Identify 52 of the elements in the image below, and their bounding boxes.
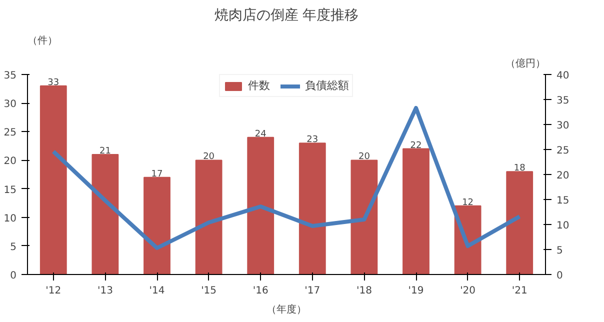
data-label: 18 <box>514 164 526 174</box>
y-tick-label: 35 <box>4 70 17 82</box>
data-label: 23 <box>306 135 318 146</box>
y-tick-label: 10 <box>4 213 17 224</box>
data-label: 20 <box>358 152 370 162</box>
bar <box>92 154 119 274</box>
x-axis-title: （年度） <box>266 304 306 316</box>
x-tick-label: '18 <box>356 286 372 296</box>
y-tick-label: 0 <box>10 270 17 282</box>
y-tick-label: 25 <box>4 128 17 139</box>
chart-title: 焼肉店の倒産 年度推移 <box>214 8 359 24</box>
data-label: 17 <box>151 169 163 180</box>
y-tick-label: 30 <box>4 99 17 110</box>
data-label: 24 <box>254 129 267 140</box>
y2-tick-label: 20 <box>556 170 570 182</box>
bar <box>247 136 274 274</box>
bar <box>144 176 170 274</box>
bar <box>402 148 430 274</box>
x-tick-label: '16 <box>252 286 268 296</box>
y2-tick-label: 40 <box>556 70 570 82</box>
data-label: 12 <box>462 198 474 208</box>
y-tick-label: 15 <box>4 184 17 196</box>
data-label: 22 <box>410 140 422 151</box>
legend-label: 負債総額 <box>305 78 349 93</box>
x-tick-label: '21 <box>512 286 528 296</box>
y2-tick-label: 0 <box>556 270 563 282</box>
y2-tick-label: 5 <box>556 246 563 256</box>
bar <box>40 85 67 274</box>
x-tick-label: '19 <box>408 286 424 296</box>
x-tick-label: '12 <box>46 286 62 296</box>
y2-tick-label: 10 <box>556 220 570 232</box>
bar <box>195 160 222 274</box>
bar <box>506 171 534 274</box>
x-tick-label: '13 <box>97 286 113 296</box>
x-tick-label: '17 <box>304 286 320 296</box>
x-tick-label: '20 <box>460 286 476 296</box>
x-tick-label: '14 <box>149 286 165 296</box>
data-label: 20 <box>203 152 215 162</box>
data-label: 21 <box>99 146 111 156</box>
y2-tick-label: 30 <box>556 120 570 132</box>
bar <box>298 142 326 274</box>
y-axis-title: （件） <box>28 36 58 46</box>
y-tick-label: 20 <box>4 156 17 168</box>
y-tick-label: 5 <box>10 242 17 253</box>
y2-tick-label: 15 <box>556 196 570 206</box>
y2-tick-label: 35 <box>556 96 570 106</box>
x-tick-label: '15 <box>201 286 217 296</box>
y2-axis-title: （億円） <box>506 58 546 70</box>
y2-tick-label: 25 <box>556 146 570 156</box>
legend-label: 件数 <box>248 78 270 93</box>
data-label: 33 <box>48 78 60 88</box>
bar <box>350 160 378 274</box>
